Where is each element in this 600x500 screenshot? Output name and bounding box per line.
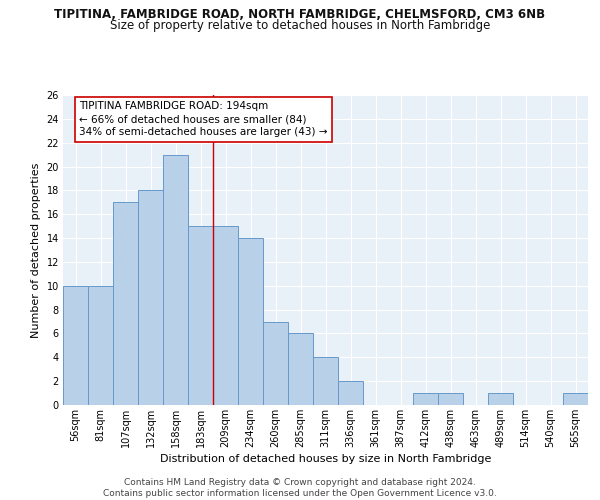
Y-axis label: Number of detached properties: Number of detached properties — [31, 162, 41, 338]
Bar — [413, 393, 438, 405]
Bar — [238, 238, 263, 405]
Bar — [338, 381, 363, 405]
X-axis label: Distribution of detached houses by size in North Fambridge: Distribution of detached houses by size … — [160, 454, 491, 464]
Bar — [213, 226, 238, 405]
Bar — [63, 286, 88, 405]
Bar — [188, 226, 213, 405]
Bar — [163, 154, 188, 405]
Text: TIPITINA, FAMBRIDGE ROAD, NORTH FAMBRIDGE, CHELMSFORD, CM3 6NB: TIPITINA, FAMBRIDGE ROAD, NORTH FAMBRIDG… — [55, 8, 545, 20]
Text: TIPITINA FAMBRIDGE ROAD: 194sqm
← 66% of detached houses are smaller (84)
34% of: TIPITINA FAMBRIDGE ROAD: 194sqm ← 66% of… — [79, 101, 328, 138]
Text: Size of property relative to detached houses in North Fambridge: Size of property relative to detached ho… — [110, 19, 490, 32]
Text: Contains HM Land Registry data © Crown copyright and database right 2024.
Contai: Contains HM Land Registry data © Crown c… — [103, 478, 497, 498]
Bar — [313, 358, 338, 405]
Bar — [263, 322, 288, 405]
Bar — [138, 190, 163, 405]
Bar — [113, 202, 138, 405]
Bar — [438, 393, 463, 405]
Bar — [88, 286, 113, 405]
Bar — [288, 334, 313, 405]
Bar — [488, 393, 513, 405]
Bar — [563, 393, 588, 405]
